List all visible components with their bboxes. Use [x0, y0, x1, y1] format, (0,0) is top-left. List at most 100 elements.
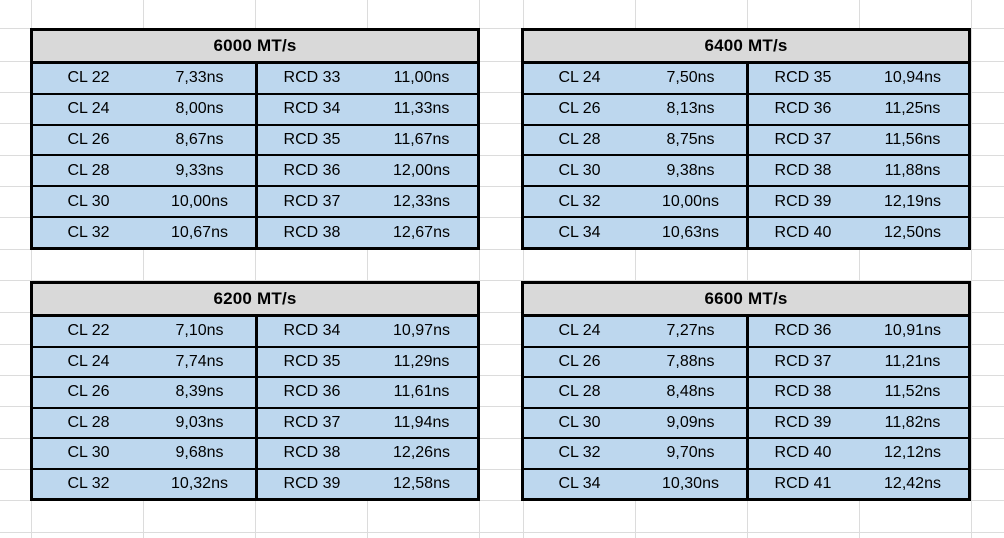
cl-ns-cell[interactable]: 10,63ns [662, 223, 719, 241]
cl-cell[interactable]: CL 32 [558, 192, 601, 210]
cl-ns-cell[interactable]: 8,00ns [175, 100, 224, 118]
rcd-ns-cell[interactable]: 10,91ns [884, 322, 941, 340]
cl-ns-cell[interactable]: 7,27ns [666, 322, 715, 340]
table-title-cell[interactable]: 6400 MT/s [524, 31, 968, 64]
rcd-ns-cell[interactable]: 11,94ns [393, 413, 450, 431]
rcd-ns-cell[interactable]: 11,52ns [884, 383, 941, 401]
cl-ns-cell[interactable]: 8,39ns [175, 383, 224, 401]
cl-cell[interactable]: CL 34 [558, 223, 601, 241]
cl-cell[interactable]: CL 26 [67, 131, 110, 149]
cl-cell[interactable]: CL 26 [558, 100, 601, 118]
rcd-ns-cell[interactable]: 12,67ns [393, 223, 450, 241]
cl-ns-cell[interactable]: 8,13ns [666, 100, 715, 118]
cl-ns-cell[interactable]: 7,10ns [175, 322, 224, 340]
rcd-cell[interactable]: RCD 39 [255, 469, 366, 498]
cl-ns-cell[interactable]: 9,38ns [666, 161, 715, 179]
rcd-cell[interactable]: RCD 41 [746, 469, 857, 498]
rcd-cell[interactable]: RCD 37 [255, 408, 366, 437]
rcd-ns-cell[interactable]: 12,58ns [393, 474, 450, 492]
rcd-ns-cell[interactable]: 12,50ns [884, 223, 941, 241]
rcd-ns-cell[interactable]: 12,33ns [393, 192, 450, 210]
rcd-ns-cell[interactable]: 11,56ns [884, 131, 941, 149]
table-title-cell[interactable]: 6000 MT/s [33, 31, 477, 64]
rcd-ns-cell[interactable]: 11,61ns [393, 383, 450, 401]
cl-cell[interactable]: CL 28 [558, 131, 601, 149]
rcd-cell[interactable]: RCD 40 [746, 218, 857, 247]
cl-ns-cell[interactable]: 7,74ns [175, 352, 224, 370]
cl-cell[interactable]: CL 32 [67, 223, 110, 241]
cl-cell[interactable]: CL 28 [558, 383, 601, 401]
rcd-ns-cell[interactable]: 12,00ns [393, 161, 450, 179]
rcd-ns-cell[interactable]: 11,88ns [884, 161, 941, 179]
rcd-cell[interactable]: RCD 35 [255, 125, 366, 155]
cl-cell[interactable]: CL 24 [558, 69, 601, 87]
rcd-cell[interactable]: RCD 36 [255, 378, 366, 407]
cl-ns-cell[interactable]: 10,00ns [662, 192, 719, 210]
table-title-cell[interactable]: 6200 MT/s [33, 284, 477, 317]
rcd-ns-cell[interactable]: 11,25ns [884, 100, 941, 118]
table-title-cell[interactable]: 6600 MT/s [524, 284, 968, 317]
rcd-ns-cell[interactable]: 12,26ns [393, 444, 450, 462]
cl-ns-cell[interactable]: 7,50ns [666, 69, 715, 87]
rcd-ns-cell[interactable]: 10,94ns [884, 69, 941, 87]
cl-ns-cell[interactable]: 8,67ns [175, 131, 224, 149]
cl-cell[interactable]: CL 24 [67, 100, 110, 118]
cl-ns-cell[interactable]: 10,32ns [171, 474, 228, 492]
rcd-ns-cell[interactable]: 11,67ns [393, 131, 450, 149]
cl-cell[interactable]: CL 24 [67, 352, 110, 370]
rcd-cell[interactable]: RCD 40 [746, 439, 857, 468]
cl-ns-cell[interactable]: 9,68ns [175, 444, 224, 462]
cl-ns-cell[interactable]: 7,33ns [175, 69, 224, 87]
cl-cell[interactable]: CL 32 [558, 444, 601, 462]
rcd-ns-cell[interactable]: 12,12ns [884, 444, 941, 462]
rcd-ns-cell[interactable]: 10,97ns [393, 322, 450, 340]
rcd-ns-cell[interactable]: 12,19ns [884, 192, 941, 210]
cl-cell[interactable]: CL 26 [67, 383, 110, 401]
cl-cell[interactable]: CL 30 [67, 192, 110, 210]
rcd-cell[interactable]: RCD 38 [746, 378, 857, 407]
cl-ns-cell[interactable]: 10,30ns [662, 474, 719, 492]
cl-ns-cell[interactable]: 9,70ns [666, 444, 715, 462]
rcd-cell[interactable]: RCD 39 [746, 187, 857, 217]
rcd-ns-cell[interactable]: 11,33ns [393, 100, 450, 118]
cl-ns-cell[interactable]: 8,75ns [666, 131, 715, 149]
cl-cell[interactable]: CL 26 [558, 352, 601, 370]
cl-cell[interactable]: CL 28 [67, 161, 110, 179]
rcd-cell[interactable]: RCD 35 [255, 347, 366, 376]
rcd-cell[interactable]: RCD 36 [746, 317, 857, 346]
cl-ns-cell[interactable]: 9,03ns [175, 413, 224, 431]
cl-cell[interactable]: CL 34 [558, 474, 601, 492]
rcd-cell[interactable]: RCD 37 [746, 347, 857, 376]
rcd-cell[interactable]: RCD 34 [255, 94, 366, 124]
rcd-ns-cell[interactable]: 12,42ns [884, 474, 941, 492]
rcd-cell[interactable]: RCD 38 [255, 218, 366, 247]
cl-ns-cell[interactable]: 10,00ns [171, 192, 228, 210]
rcd-ns-cell[interactable]: 11,21ns [884, 352, 941, 370]
cl-cell[interactable]: CL 30 [558, 413, 601, 431]
rcd-ns-cell[interactable]: 11,00ns [393, 69, 450, 87]
cl-cell[interactable]: CL 32 [67, 474, 110, 492]
rcd-cell[interactable]: RCD 36 [746, 94, 857, 124]
cl-ns-cell[interactable]: 8,48ns [666, 383, 715, 401]
rcd-cell[interactable]: RCD 34 [255, 317, 366, 346]
cl-cell[interactable]: CL 30 [67, 444, 110, 462]
rcd-cell[interactable]: RCD 36 [255, 156, 366, 186]
cl-cell[interactable]: CL 28 [67, 413, 110, 431]
rcd-ns-cell[interactable]: 11,29ns [393, 352, 450, 370]
rcd-cell[interactable]: RCD 38 [255, 439, 366, 468]
rcd-cell[interactable]: RCD 37 [746, 125, 857, 155]
cl-cell[interactable]: CL 22 [67, 69, 110, 87]
rcd-cell[interactable]: RCD 39 [746, 408, 857, 437]
cl-cell[interactable]: CL 24 [558, 322, 601, 340]
rcd-cell[interactable]: RCD 35 [746, 64, 857, 93]
cl-ns-cell[interactable]: 10,67ns [171, 223, 228, 241]
cl-ns-cell[interactable]: 9,33ns [175, 161, 224, 179]
rcd-cell[interactable]: RCD 33 [255, 64, 366, 93]
rcd-cell[interactable]: RCD 38 [746, 156, 857, 186]
cl-cell[interactable]: CL 22 [67, 322, 110, 340]
cl-ns-cell[interactable]: 7,88ns [666, 352, 715, 370]
rcd-ns-cell[interactable]: 11,82ns [884, 413, 941, 431]
cl-cell[interactable]: CL 30 [558, 161, 601, 179]
cl-ns-cell[interactable]: 9,09ns [666, 413, 715, 431]
rcd-cell[interactable]: RCD 37 [255, 187, 366, 217]
